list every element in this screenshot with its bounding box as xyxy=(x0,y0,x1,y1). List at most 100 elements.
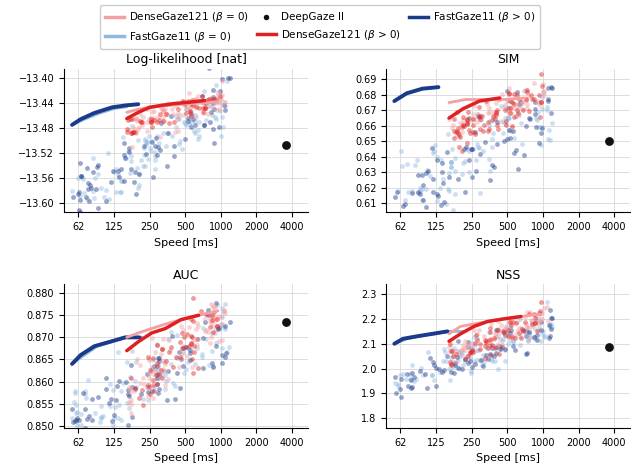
Point xyxy=(217,359,227,367)
Point xyxy=(136,122,147,129)
Point xyxy=(484,122,494,129)
Point xyxy=(508,318,518,326)
Point xyxy=(201,99,211,107)
Point xyxy=(186,340,196,347)
Point xyxy=(505,333,515,341)
Point xyxy=(504,126,515,134)
Point xyxy=(498,118,508,125)
Point xyxy=(170,128,180,136)
Point xyxy=(490,99,500,107)
Point xyxy=(188,101,198,109)
Point xyxy=(70,387,81,394)
Point xyxy=(472,330,482,338)
Point xyxy=(532,99,543,107)
Point xyxy=(154,357,164,365)
Point xyxy=(138,152,148,159)
Point xyxy=(98,412,108,420)
Point xyxy=(457,120,467,128)
Point xyxy=(190,129,200,137)
Point xyxy=(471,168,481,175)
Point xyxy=(534,101,545,108)
Point xyxy=(178,111,188,119)
Point xyxy=(147,364,157,372)
Title: AUC: AUC xyxy=(173,269,199,282)
Point xyxy=(207,303,217,311)
Point xyxy=(391,213,401,220)
Point xyxy=(214,124,224,131)
Point xyxy=(502,88,513,95)
Point xyxy=(449,369,460,377)
Point xyxy=(416,364,426,371)
Point xyxy=(170,395,180,403)
Point xyxy=(513,318,523,326)
Point xyxy=(80,405,90,412)
Point xyxy=(396,148,406,155)
Point xyxy=(217,113,227,120)
Point xyxy=(193,322,203,329)
Point xyxy=(504,126,515,134)
Point xyxy=(542,107,552,114)
Point xyxy=(153,389,163,396)
Point xyxy=(483,336,493,343)
Point xyxy=(108,167,118,175)
Point xyxy=(407,369,417,377)
Point xyxy=(166,320,177,327)
Point xyxy=(166,361,176,368)
Point xyxy=(402,211,412,219)
Point xyxy=(80,390,90,398)
Point xyxy=(397,203,408,210)
Point xyxy=(157,129,168,137)
Point xyxy=(77,389,88,397)
Point xyxy=(175,355,186,363)
Point xyxy=(199,99,209,106)
Point xyxy=(153,354,163,361)
Point xyxy=(145,118,156,125)
Point xyxy=(458,159,468,166)
Point xyxy=(148,384,159,391)
Point xyxy=(150,143,160,150)
Point xyxy=(446,361,456,368)
Point xyxy=(468,115,478,123)
Point xyxy=(113,414,123,421)
Point xyxy=(493,125,503,132)
Point xyxy=(152,370,162,378)
Point xyxy=(146,147,156,155)
Point xyxy=(538,89,548,97)
Point xyxy=(145,367,156,374)
Point xyxy=(172,331,182,339)
Point xyxy=(485,350,495,358)
Point xyxy=(465,357,476,365)
Point xyxy=(505,318,515,325)
Point xyxy=(115,188,125,196)
Point xyxy=(142,127,152,135)
Point xyxy=(508,127,518,135)
Point xyxy=(163,368,173,375)
Point xyxy=(449,115,460,123)
Point xyxy=(104,195,115,202)
Point xyxy=(181,105,191,113)
Point xyxy=(404,370,415,378)
Point xyxy=(158,335,168,343)
Point xyxy=(497,117,507,124)
Point xyxy=(157,105,167,113)
Point xyxy=(171,102,181,110)
Point xyxy=(530,110,540,117)
Point xyxy=(104,399,114,407)
Point xyxy=(445,376,456,383)
Point xyxy=(468,111,478,118)
Point xyxy=(533,109,543,116)
Point xyxy=(163,348,173,356)
Point xyxy=(513,110,523,118)
Point xyxy=(192,344,202,351)
Point xyxy=(540,333,550,340)
Point xyxy=(134,170,144,178)
Point xyxy=(202,96,212,103)
Point xyxy=(125,153,136,160)
Point xyxy=(541,303,552,310)
Point xyxy=(523,337,533,345)
Point xyxy=(216,320,227,328)
Point xyxy=(494,342,504,350)
Point xyxy=(473,112,483,119)
Point xyxy=(81,164,92,172)
Point xyxy=(466,348,476,356)
